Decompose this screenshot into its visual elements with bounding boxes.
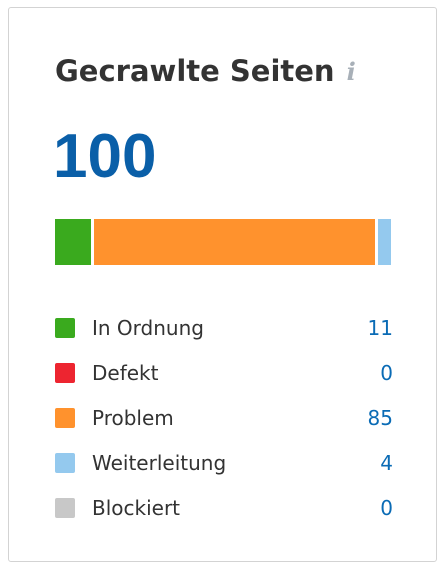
total-pages-count[interactable]: 100	[53, 122, 157, 191]
legend-value-link[interactable]: 85	[367, 405, 393, 430]
bar-segment-problem[interactable]	[94, 219, 378, 265]
bar-segment-redirect[interactable]	[377, 219, 391, 265]
legend-label: Defekt	[92, 360, 159, 385]
legend-row-broken[interactable]: Defekt 0	[55, 350, 393, 395]
legend-row-ok[interactable]: In Ordnung 11	[55, 305, 393, 350]
legend-value-link[interactable]: 4	[380, 450, 393, 475]
status-distribution-bar	[55, 219, 391, 265]
status-legend: In Ordnung 11 Defekt 0 Problem 85 Weiter…	[55, 305, 393, 530]
legend-row-blocked[interactable]: Blockiert 0	[55, 485, 393, 530]
swatch-redirect	[55, 452, 75, 473]
swatch-broken	[55, 362, 75, 383]
swatch-problem	[55, 407, 75, 428]
legend-label: Blockiert	[92, 495, 181, 520]
crawled-pages-card: Gecrawlte Seiten i 100 In Ordnung 11 Def…	[8, 7, 437, 562]
legend-label: Problem	[92, 405, 174, 430]
legend-row-redirect[interactable]: Weiterleitung 4	[55, 440, 393, 485]
swatch-blocked	[55, 497, 75, 518]
legend-value-link[interactable]: 11	[367, 315, 393, 340]
legend-row-problem[interactable]: Problem 85	[55, 395, 393, 440]
legend-label: In Ordnung	[92, 315, 204, 340]
swatch-ok	[55, 317, 75, 338]
info-icon[interactable]: i	[346, 57, 356, 86]
legend-label: Weiterleitung	[92, 450, 227, 475]
legend-value-link[interactable]: 0	[380, 360, 393, 385]
bar-segment-ok[interactable]	[55, 219, 95, 265]
card-title: Gecrawlte Seiten	[55, 54, 335, 88]
title-row: Gecrawlte Seiten i	[55, 54, 356, 88]
legend-value-link[interactable]: 0	[380, 495, 393, 520]
